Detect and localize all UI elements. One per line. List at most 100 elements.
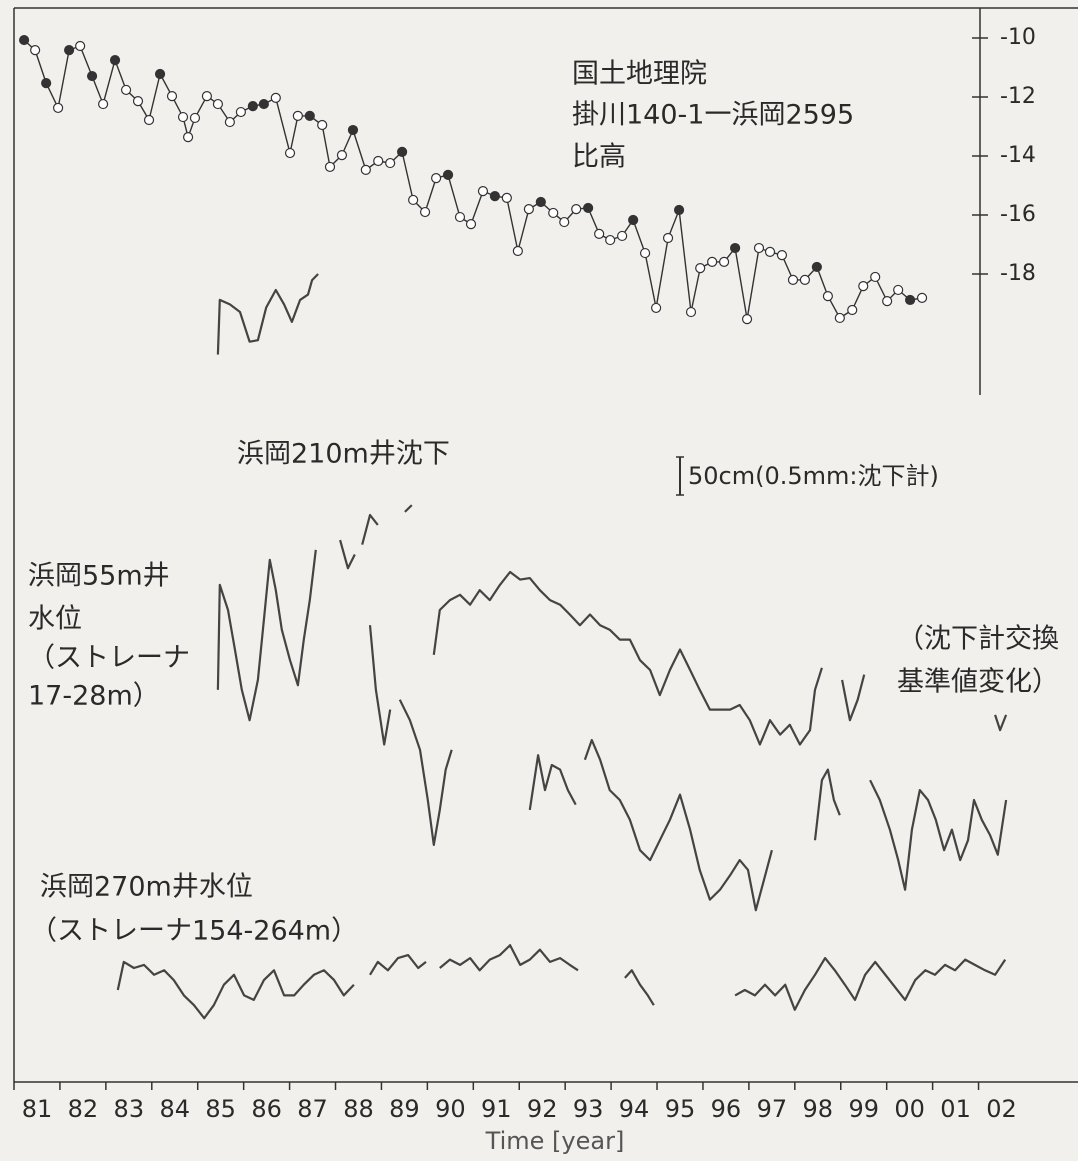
series-line	[216, 273, 1008, 746]
data-point	[292, 110, 303, 121]
x-axis-label: Time [year]	[485, 1127, 625, 1155]
data-point	[143, 114, 155, 126]
x-tick-label: 93	[573, 1095, 604, 1123]
series-label: 浜岡210m井沈下	[237, 439, 450, 470]
x-tick-label: 83	[114, 1095, 145, 1123]
data-point	[662, 232, 674, 244]
data-point	[847, 304, 858, 316]
data-point	[189, 112, 201, 124]
data-point	[787, 274, 799, 285]
data-point	[639, 247, 651, 259]
x-tick-label: 99	[848, 1095, 879, 1123]
data-point	[477, 186, 489, 197]
data-point	[154, 68, 166, 80]
data-point	[397, 146, 408, 157]
series-label: （ストレーナ154-264m）	[30, 916, 358, 947]
data-point	[882, 296, 893, 307]
data-point	[120, 84, 132, 96]
data-point	[571, 204, 582, 215]
x-tick-label: 90	[435, 1095, 466, 1123]
x-tick-label: 02	[986, 1095, 1017, 1123]
data-point	[583, 202, 594, 214]
data-point	[19, 34, 30, 46]
data-point	[385, 157, 396, 169]
y-tick-label: -10	[1000, 25, 1036, 50]
data-point	[109, 55, 121, 66]
y-tick-label: -14	[1000, 143, 1036, 168]
data-point	[523, 204, 534, 215]
data-point	[235, 106, 246, 118]
data-point	[166, 91, 178, 102]
data-point	[834, 312, 845, 324]
data-point	[212, 98, 224, 110]
annotation: 基準値変化）	[897, 667, 1059, 698]
series-label: 掛川140-1一浜岡2595	[572, 100, 854, 131]
data-point	[324, 161, 336, 173]
data-point	[360, 164, 371, 175]
data-point	[822, 291, 833, 302]
series-label: 浜岡55m井	[28, 561, 170, 592]
series-line	[23, 39, 923, 320]
data-point	[98, 98, 109, 110]
data-point	[52, 102, 64, 114]
series-line	[116, 944, 1007, 1020]
series-label: 17-28m）	[28, 681, 160, 712]
x-tick-label: 91	[481, 1095, 512, 1123]
data-point	[465, 219, 477, 230]
x-tick-label: 00	[894, 1095, 925, 1123]
data-point	[685, 306, 697, 318]
data-point	[559, 216, 570, 228]
data-point	[284, 147, 296, 159]
x-tick-label: 94	[619, 1095, 650, 1123]
data-point	[317, 119, 328, 131]
data-point	[916, 292, 928, 303]
data-point	[336, 150, 348, 161]
data-point	[347, 124, 359, 136]
x-tick-label: 81	[22, 1095, 53, 1123]
annotation: （沈下計交換	[897, 624, 1059, 655]
scale-bar-label: 50cm(0.5mm:沈下計)	[688, 462, 939, 490]
data-point	[651, 302, 662, 314]
data-point	[304, 110, 315, 121]
data-point	[247, 101, 258, 112]
data-point	[905, 294, 916, 306]
y-tick-label: -12	[1000, 84, 1036, 109]
x-tick-label: 85	[205, 1095, 236, 1123]
data-point	[512, 245, 523, 257]
x-tick-label: 97	[757, 1095, 788, 1123]
data-point	[776, 250, 788, 261]
data-point	[893, 284, 904, 296]
data-point	[741, 314, 753, 325]
data-point	[535, 196, 546, 208]
x-tick-label: 86	[251, 1095, 282, 1123]
data-point	[270, 92, 281, 103]
x-tick-label: 95	[665, 1095, 696, 1123]
series-label: 水位	[28, 604, 82, 635]
data-point	[431, 173, 442, 184]
data-point	[811, 261, 822, 273]
data-point	[258, 98, 269, 110]
data-point	[673, 204, 685, 216]
x-tick-label: 01	[940, 1095, 971, 1123]
x-tick-label: 89	[389, 1095, 420, 1123]
data-point	[718, 256, 730, 268]
x-tick-label: 82	[68, 1095, 99, 1123]
data-point	[870, 271, 881, 283]
x-tick-label: 96	[711, 1095, 742, 1123]
x-tick-label: 88	[343, 1095, 374, 1123]
data-point	[707, 256, 718, 268]
data-point	[132, 96, 144, 107]
data-point	[605, 234, 616, 246]
data-point	[182, 132, 194, 143]
data-point	[373, 155, 384, 167]
data-point	[695, 263, 706, 274]
series-label: （ストレーナ	[28, 643, 190, 674]
data-point	[730, 242, 741, 254]
data-point	[489, 191, 500, 202]
x-tick-label: 98	[803, 1095, 834, 1123]
x-tick-label: 87	[297, 1095, 328, 1123]
data-point	[224, 116, 235, 128]
data-point	[753, 242, 765, 254]
x-tick-label: 84	[159, 1095, 190, 1123]
